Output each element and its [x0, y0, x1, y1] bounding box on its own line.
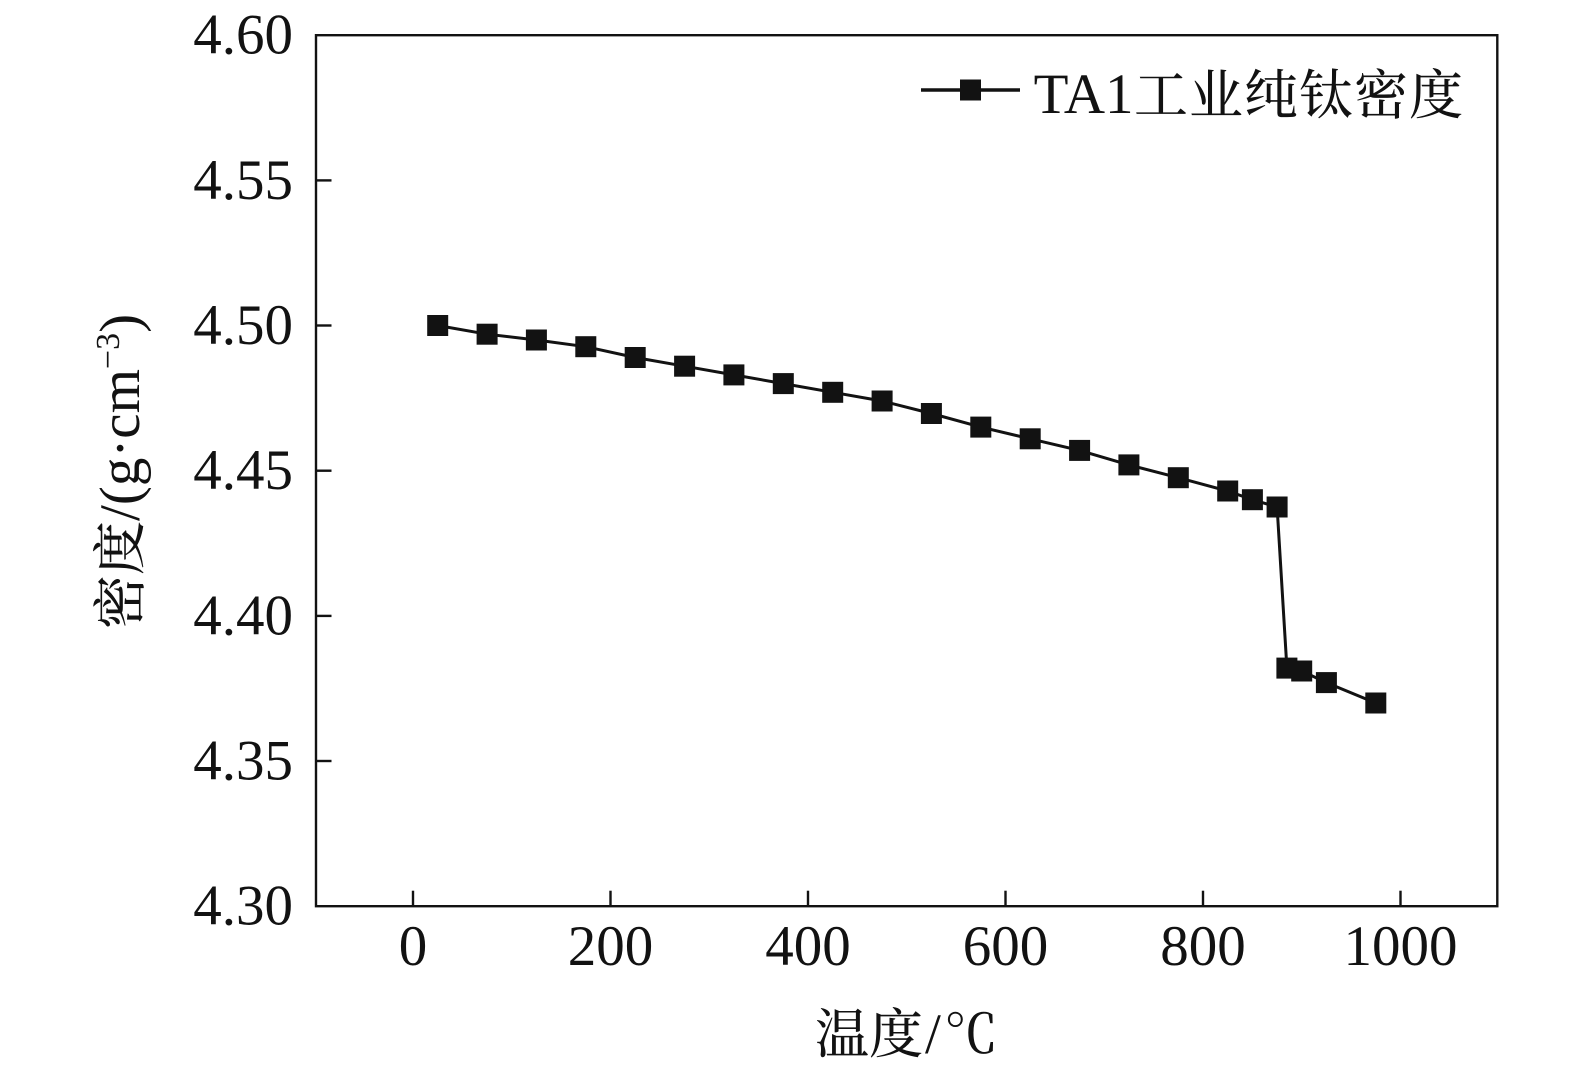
svg-text:4.60: 4.60: [193, 4, 293, 67]
svg-text:1000: 1000: [1344, 915, 1458, 978]
svg-text:400: 400: [765, 915, 851, 978]
svg-text:4.35: 4.35: [193, 730, 293, 793]
svg-text:4.40: 4.40: [193, 584, 293, 647]
svg-text:/: /: [925, 1003, 941, 1066]
svg-text:4.55: 4.55: [193, 149, 293, 212]
svg-text:0: 0: [399, 915, 428, 978]
svg-text:4.45: 4.45: [193, 439, 293, 502]
svg-text:800: 800: [1160, 915, 1246, 978]
svg-text:200: 200: [568, 915, 654, 978]
svg-text:600: 600: [963, 915, 1049, 978]
svg-text:TA1: TA1: [1034, 63, 1134, 126]
svg-text:4.30: 4.30: [193, 875, 293, 938]
svg-text:4.50: 4.50: [193, 294, 293, 357]
